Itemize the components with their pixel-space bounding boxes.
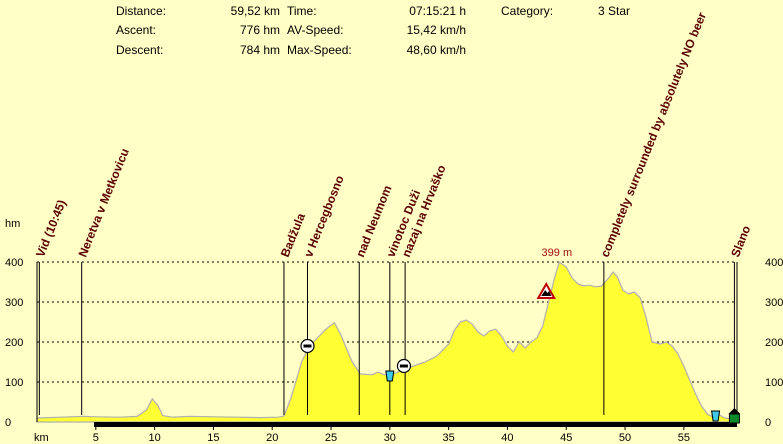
y-tick-label-right: 0 [765, 417, 771, 429]
descent-label: Descent: [116, 43, 164, 57]
profile-area [36, 261, 738, 423]
category-value: 3 Star [597, 4, 630, 18]
marker-layer [300, 281, 741, 424]
y-tick-label-right: 200 [765, 337, 783, 349]
category-label: Category: [501, 4, 554, 18]
x-tick-label: 20 [266, 432, 278, 444]
waypoint-label: Slano [728, 224, 753, 260]
waypoint-label: v Hercegbosno [301, 173, 346, 259]
y-tick-label-left: 400 [5, 257, 23, 269]
waypoint-label: Vid (10:45) [33, 198, 69, 259]
drink-icon [711, 410, 721, 422]
elevation-area [36, 261, 738, 423]
x-tick-label: 45 [560, 432, 572, 444]
y-tick-label-left: 100 [5, 377, 23, 389]
x-tick-label: 5 [93, 432, 99, 444]
x-tick-label: 10 [148, 432, 160, 444]
distance-label: Distance: [116, 4, 167, 18]
avspeed-label: AV-Speed: [287, 23, 344, 37]
drink-icon [385, 370, 395, 382]
peak-label: 399 m [542, 247, 573, 259]
time-value: 07:15:21 h [409, 4, 466, 18]
y-tick-label-left: 0 [5, 417, 11, 429]
x-tick-label: 55 [678, 432, 690, 444]
summit-icon-peak [541, 290, 552, 296]
ascent-value: 776 hm [239, 23, 280, 37]
mountain-pass-icon-bar [303, 344, 312, 348]
axis-layer: 0 0 100 100 200 200 300 300 400 400 hm km 5 10 15 20 25 3… [5, 218, 783, 444]
waypoint-label: completely surrounded by absolutely NO b… [598, 10, 710, 259]
y-tick-label-right: 100 [765, 377, 783, 389]
ascent-label: Ascent: [116, 23, 157, 37]
y-axis-label: hm [5, 218, 20, 230]
avspeed-value: 15,42 km/h [406, 23, 466, 37]
finish-icon-roof [728, 408, 741, 414]
x-tick-label: 35 [443, 432, 455, 444]
distance-value: 59,52 km [230, 4, 280, 18]
y-tick-label-left: 300 [5, 297, 23, 309]
mountain-pass-icon-bar [399, 364, 408, 368]
x-tick-label: 25 [325, 432, 337, 444]
descent-value: 784 hm [239, 43, 280, 57]
x-tick-label: 50 [619, 432, 631, 444]
y-tick-label-right: 300 [765, 297, 783, 309]
maxspeed-label: Max-Speed: [287, 43, 352, 57]
y-tick-label-left: 200 [5, 337, 23, 349]
x-tick-label: 30 [384, 432, 396, 444]
y-tick-label-right: 400 [765, 257, 783, 269]
finish-icon [728, 413, 740, 424]
x-tick-label: 40 [501, 432, 513, 444]
time-label: Time: [287, 4, 317, 18]
x-axis-bar [94, 422, 737, 427]
x-axis-label: km [34, 432, 49, 444]
waypoint-label: Neretva v Metkovicu [75, 146, 131, 259]
x-tick-label: 15 [207, 432, 219, 444]
maxspeed-value: 48,60 km/h [406, 43, 466, 57]
